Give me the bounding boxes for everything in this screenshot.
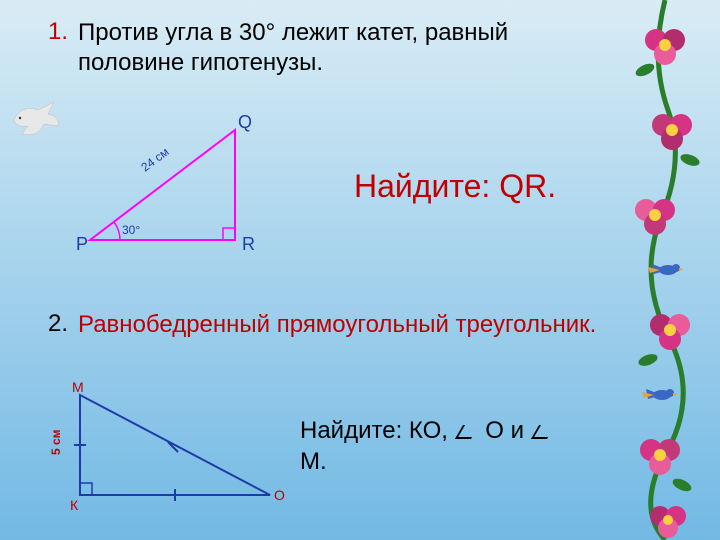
task1-find-label: Найдите: QR. [354, 168, 556, 205]
task1-number: 1. [48, 18, 68, 46]
find2-mid: О и [479, 417, 531, 444]
task2-find-label: Найдите: КО, О и М. [300, 415, 620, 477]
angle-icon [531, 425, 555, 439]
task1-text: Против угла в 30° лежит катет, равный по… [78, 18, 618, 78]
find2-prefix: Найдите: КО, [300, 417, 455, 444]
vertex-O: О [274, 487, 285, 503]
angle-30-label: 30° [122, 223, 140, 237]
task2-text: Равнобедренный прямоугольный треугольник… [78, 310, 598, 340]
vertex-R: R [242, 234, 255, 254]
dove-icon [8, 98, 66, 142]
vertex-P: P [76, 234, 88, 254]
flower-vine-decoration [610, 0, 720, 540]
triangle-PQR: 30° 24 см P Q R [60, 110, 300, 270]
angle-icon [455, 425, 479, 439]
leg-label: 5 см [50, 429, 63, 455]
vertex-Q: Q [238, 112, 252, 132]
task2-number: 2. [48, 310, 68, 338]
slide: 1. Против угла в 30° лежит катет, равный… [0, 0, 720, 540]
triangle-MKO: 5 см М К О [50, 380, 310, 530]
vertex-M: М [72, 380, 84, 395]
vertex-K: К [70, 497, 79, 513]
hypotenuse-label: 24 см [138, 145, 171, 175]
